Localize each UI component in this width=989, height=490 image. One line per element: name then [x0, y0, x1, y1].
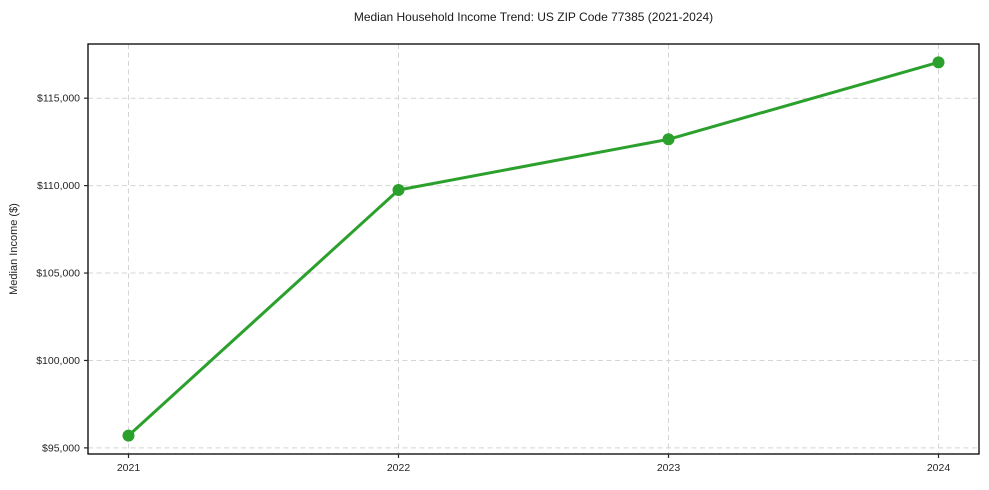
x-tick-label: 2021: [117, 462, 141, 474]
y-tick-label: $95,000: [42, 442, 80, 454]
y-axis-label: Median Income ($): [8, 203, 20, 295]
x-tick-label: 2023: [657, 462, 681, 474]
chart-title: Median Household Income Trend: US ZIP Co…: [354, 10, 713, 24]
data-point: [662, 133, 675, 146]
data-point: [122, 429, 135, 442]
data-point: [932, 56, 945, 69]
x-tick-label: 2022: [387, 462, 411, 474]
y-tick-label: $100,000: [36, 355, 80, 367]
plot-border: [87, 43, 980, 455]
y-tick-label: $110,000: [37, 180, 80, 192]
plot-area: 2021 2022 2023 2024 $95,000 $100,000 $105,000 $…: [36, 43, 980, 474]
y-tick-label: $115,000: [37, 93, 80, 105]
trend-line: [127, 60, 940, 438]
y-tick-label: $105,000: [36, 268, 80, 280]
data-point: [392, 183, 405, 196]
x-tick-label: 2024: [927, 462, 951, 474]
